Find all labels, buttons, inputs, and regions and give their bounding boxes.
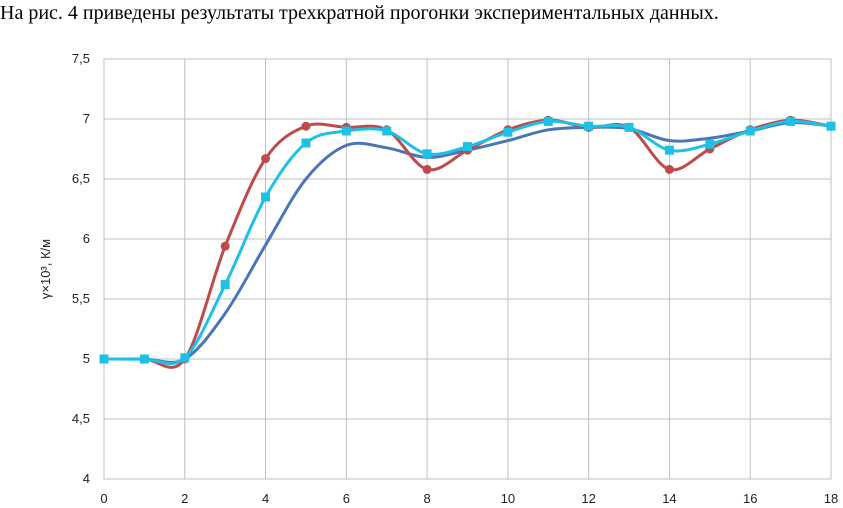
data-point [786, 116, 796, 126]
y-tick-label: 6,5 [72, 171, 90, 186]
y-tick-label: 4,5 [72, 411, 90, 426]
tick-labels: 4 4,5 5 5,5 6 6,5 7 7,5 0 2 4 6 8 10 12 14 16 18 [72, 51, 838, 506]
y-tick-label: 4 [83, 471, 90, 486]
series-line-3 [103, 119, 832, 366]
data-point [139, 354, 149, 364]
data-point [261, 154, 271, 164]
x-tick-label: 0 [100, 491, 107, 506]
data-point [624, 122, 634, 132]
x-tick-label: 8 [423, 491, 430, 506]
x-tick-label: 6 [343, 491, 350, 506]
data-point [180, 353, 190, 363]
data-point [664, 145, 674, 155]
caption-text: На рис. 4 приведены результаты трехкратн… [0, 2, 719, 24]
y-tick-label: 5,5 [72, 291, 90, 306]
grid [103, 58, 832, 480]
y-tick-label: 6 [83, 231, 90, 246]
x-tick-label: 12 [581, 491, 595, 506]
y-tick-label: 5 [83, 351, 90, 366]
data-point [584, 121, 594, 131]
data-point [463, 142, 472, 152]
data-point [341, 126, 351, 136]
series-lines [103, 118, 832, 369]
x-tick-label: 14 [662, 491, 676, 506]
data-point [422, 149, 432, 159]
series-markers [99, 115, 836, 364]
y-tick-label: 7,5 [72, 51, 90, 66]
data-point [301, 138, 311, 148]
x-tick-label: 2 [181, 491, 188, 506]
y-tick-label: 7 [83, 111, 90, 126]
x-tick-label: 4 [262, 491, 269, 506]
x-tick-label: 18 [824, 491, 838, 506]
series-line-1 [104, 121, 832, 364]
x-tick-label: 10 [501, 491, 515, 506]
data-point [664, 164, 674, 174]
data-point [826, 121, 836, 131]
x-tick-label: 16 [743, 491, 757, 506]
data-point [220, 280, 230, 290]
data-point [543, 116, 553, 126]
data-point [705, 139, 715, 149]
data-point [422, 164, 432, 174]
data-point [220, 241, 230, 251]
data-point [301, 121, 311, 131]
plot-area-border [103, 58, 832, 480]
data-point [382, 126, 392, 136]
data-point [503, 127, 513, 137]
data-point [99, 354, 109, 364]
data-point [745, 126, 755, 136]
y-axis-title: γ×10³, К/м [38, 239, 53, 299]
data-point [261, 192, 271, 202]
